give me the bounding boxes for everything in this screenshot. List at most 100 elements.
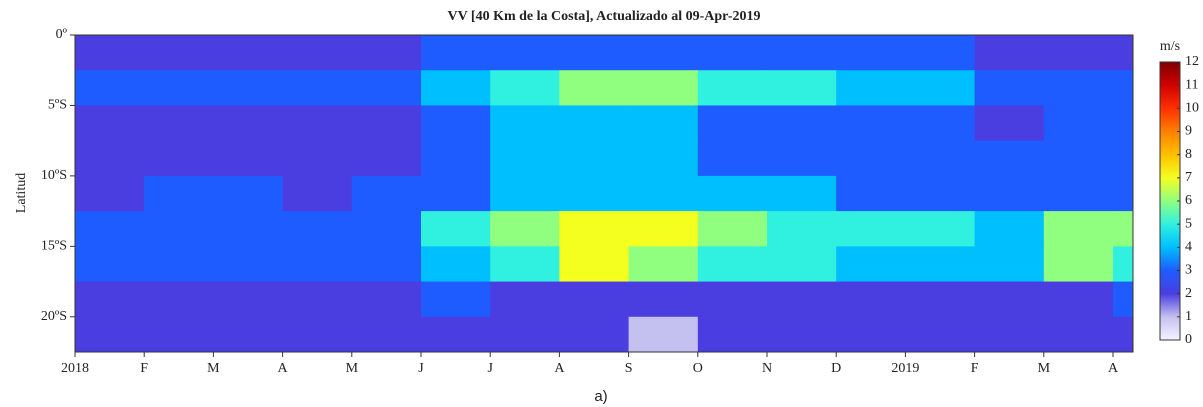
heat-cell [905, 35, 975, 71]
heat-cell [421, 35, 491, 71]
heat-cell [767, 246, 837, 282]
heat-cell [1044, 282, 1114, 318]
heat-cell [629, 317, 699, 353]
heat-cell [75, 105, 145, 141]
heat-cell [75, 70, 145, 106]
colorbar-tick-label: 2 [1185, 286, 1192, 301]
heat-cell [975, 211, 1045, 247]
heat-cell [905, 176, 975, 212]
heat-cell [698, 105, 768, 141]
heat-cell [767, 70, 837, 106]
heat-cell [75, 211, 145, 247]
heat-cell [490, 317, 560, 353]
heatmap [75, 35, 1183, 353]
heat-cell [352, 246, 422, 282]
heat-cell [698, 317, 768, 353]
heat-cell [213, 105, 283, 141]
heat-cell [490, 35, 560, 71]
colorbar-tick-label: 11 [1185, 77, 1198, 92]
heat-cell [352, 141, 422, 177]
heat-cell [421, 211, 491, 247]
heat-cell [213, 70, 283, 106]
colorbar-tick-label: 5 [1185, 216, 1192, 231]
colorbar-tick-label: 8 [1185, 147, 1192, 162]
heat-cell [767, 317, 837, 353]
heat-cell [490, 246, 560, 282]
heat-cell [767, 282, 837, 318]
chart: VV [40 Km de la Costa], Actualizado al 0… [0, 0, 1203, 407]
heat-cell [352, 317, 422, 353]
heat-cell [75, 246, 145, 282]
heat-cell [559, 105, 629, 141]
heat-cell [213, 141, 283, 177]
y-axis-label: Latitud [14, 173, 29, 213]
heat-cell [559, 70, 629, 106]
heat-cell [421, 317, 491, 353]
heat-cell [698, 246, 768, 282]
colorbar-tick-label: 0 [1185, 332, 1192, 347]
heat-cell [767, 141, 837, 177]
heat-cell [836, 246, 906, 282]
heat-cell [75, 35, 145, 71]
heat-cell [144, 317, 214, 353]
heat-cell [767, 211, 837, 247]
heat-cell [767, 176, 837, 212]
heat-cell [975, 105, 1045, 141]
heat-cell [1044, 246, 1114, 282]
heat-cell [975, 141, 1045, 177]
heat-cell [698, 211, 768, 247]
heat-cell [352, 282, 422, 318]
colorbar-tick-label: 1 [1185, 309, 1192, 324]
x-tick-label: 2018 [61, 361, 89, 376]
heat-cell [698, 70, 768, 106]
heat-cell [905, 246, 975, 282]
caption: a) [594, 388, 607, 405]
colorbar-tick-label: 9 [1185, 124, 1192, 139]
heat-cell [905, 105, 975, 141]
heat-cell [559, 317, 629, 353]
heat-cell [836, 282, 906, 318]
heat-cell [1044, 211, 1114, 247]
x-tick-label: J [418, 361, 424, 376]
heat-cell [836, 141, 906, 177]
heat-cell [975, 176, 1045, 212]
heat-cell [421, 70, 491, 106]
heat-cell [975, 70, 1045, 106]
heat-cell [213, 35, 283, 71]
heat-cell [975, 282, 1045, 318]
heat-cell [975, 246, 1045, 282]
x-tick-label: O [693, 361, 703, 376]
heat-cell [75, 141, 145, 177]
heat-cell [352, 176, 422, 212]
heat-cell [559, 141, 629, 177]
heat-cell [283, 282, 353, 318]
heat-cell [352, 211, 422, 247]
heat-cell [836, 105, 906, 141]
heat-cell [1044, 70, 1114, 106]
colorbar-tick-label: 4 [1185, 240, 1192, 255]
heat-cell [421, 105, 491, 141]
heat-cell [283, 70, 353, 106]
heat-cell [836, 211, 906, 247]
y-tick-label: 5ºS [48, 98, 67, 113]
x-tick-label: D [831, 361, 841, 376]
chart-title: VV [40 Km de la Costa], Actualizado al 0… [447, 9, 760, 24]
x-tick-label: A [554, 361, 565, 376]
heat-cell [144, 282, 214, 318]
x-tick-label: 2019 [891, 361, 919, 376]
heat-cell [283, 35, 353, 71]
colorbar-tick-label: 7 [1185, 170, 1192, 185]
colorbar-tick-label: 6 [1185, 193, 1192, 208]
heat-cell [559, 246, 629, 282]
heat-cell [490, 176, 560, 212]
heat-cell [283, 317, 353, 353]
heat-cell [283, 176, 353, 212]
heat-cell [283, 105, 353, 141]
y-tick-label: 15ºS [41, 239, 67, 254]
x-tick-label: M [346, 361, 359, 376]
heat-cell [629, 105, 699, 141]
heat-cell [352, 35, 422, 71]
heat-cell [283, 246, 353, 282]
y-tick-label: 20ºS [41, 309, 67, 324]
heat-cell [75, 282, 145, 318]
